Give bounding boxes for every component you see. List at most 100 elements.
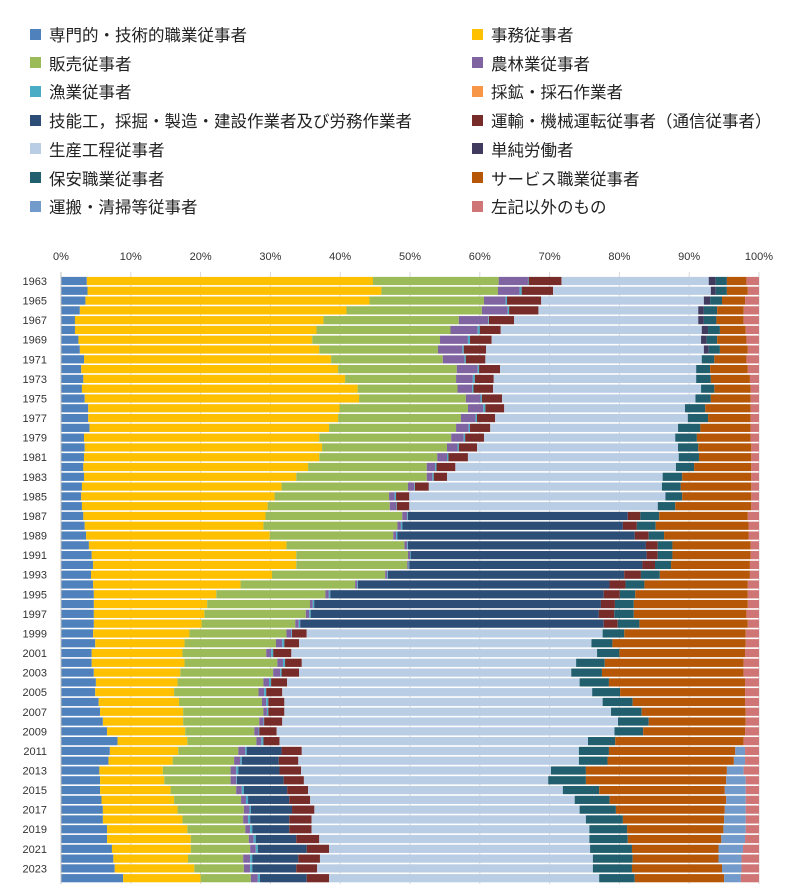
bar-segment (397, 531, 635, 540)
bar-segment (250, 864, 253, 873)
bar-segment (657, 551, 673, 560)
bar-segment (177, 678, 264, 687)
bar-segment (672, 541, 751, 550)
x-tick-label: 30% (259, 251, 281, 263)
bar-segment (410, 551, 411, 560)
bar-segment (507, 306, 510, 315)
bar-segment (648, 717, 746, 726)
bar-segment (611, 707, 642, 716)
y-tick-label: 1981 (23, 452, 47, 464)
bar-segment (314, 805, 580, 814)
bar-segment (703, 306, 718, 315)
bar-segment (245, 825, 251, 834)
legend-swatch (30, 28, 41, 40)
legend-label: 生産工程従事者 (49, 140, 165, 160)
bar-segment (93, 560, 297, 570)
bar-segment (385, 570, 388, 579)
bar-segment (61, 551, 92, 560)
bar-segment (84, 433, 320, 442)
bar-segment (722, 864, 742, 873)
bar-segment (91, 648, 183, 658)
bar-segment (389, 492, 395, 501)
bar-segment (745, 815, 759, 824)
bar-segment (257, 844, 307, 853)
legend-swatch (30, 114, 41, 126)
y-tick-label: 1973 (23, 374, 47, 386)
bar-segment (607, 756, 734, 765)
bar-segment (61, 296, 86, 305)
bar-segment (743, 737, 759, 746)
legend-label: 漁業従事者 (49, 83, 132, 103)
bar-segment (61, 874, 124, 883)
bar-segment (61, 795, 102, 804)
bar-segment (589, 825, 628, 834)
bar-segment (338, 413, 461, 423)
bar-segment (74, 316, 324, 325)
bar-segment (698, 306, 704, 315)
bar-segment (599, 874, 635, 883)
bar-segment (622, 521, 637, 530)
bar-segment (407, 541, 408, 550)
legend-item: 販売従事者 (30, 51, 132, 75)
bar-segment (84, 453, 320, 462)
bar-segment (708, 276, 716, 286)
bar-segment (548, 776, 586, 785)
bar-segment (200, 874, 251, 883)
y-tick-label: 1983 (23, 472, 47, 484)
bar-segment (571, 668, 602, 677)
bar-segment (622, 815, 725, 824)
y-tick-label: 1999 (23, 628, 47, 640)
bar-segment (661, 482, 681, 491)
y-tick-label: 2023 (23, 863, 47, 875)
bar-segment (250, 874, 258, 883)
bar-segment (174, 688, 259, 697)
bar-segment (715, 286, 727, 295)
bar-segment (238, 766, 280, 775)
bar-segment (83, 462, 309, 472)
bar-segment (745, 795, 759, 804)
bar-segment (598, 609, 615, 618)
bar-segment (61, 599, 94, 609)
legend-item: 技能工，採掘・製造・建設作業者及び労務作業者 (30, 108, 412, 132)
bar-segment (696, 365, 711, 374)
x-tick-label: 20% (190, 251, 212, 263)
bar-segment (298, 854, 320, 863)
bar-segment (465, 433, 484, 442)
legend-label: 事務従事者 (491, 26, 574, 45)
bar-segment (442, 355, 465, 364)
bar-segment (604, 658, 744, 667)
y-tick-label: 2019 (23, 824, 47, 836)
bar-segment (61, 560, 94, 570)
bar-segment (553, 286, 711, 295)
bar-segment (735, 746, 746, 756)
bar-segment (296, 560, 408, 570)
bar-segment (396, 502, 410, 511)
bar-segment (252, 825, 290, 834)
bar-segment (475, 413, 478, 423)
bar-segment (61, 492, 82, 501)
bar-segment (481, 394, 503, 403)
bar-segment (599, 785, 725, 795)
bar-segment (456, 423, 469, 432)
bar-segment (296, 834, 320, 844)
bar-segment (61, 374, 84, 383)
x-tick-label: 40% (329, 251, 351, 263)
bar-segment (585, 776, 727, 785)
bar-segment (654, 560, 672, 570)
bar-segment (463, 433, 466, 442)
bar-segment (446, 472, 663, 481)
bar-segment (627, 834, 722, 844)
bar-segment (592, 688, 621, 697)
bar-segment (743, 668, 759, 677)
bar-segment (114, 864, 195, 873)
bar-segment (282, 688, 593, 697)
bar-segment (281, 482, 408, 491)
bar-segment (585, 815, 623, 824)
bar-segment (91, 551, 297, 560)
legend-label: 採鉱・採石作業者 (491, 83, 623, 103)
bar-segment (330, 590, 604, 599)
bar-segment (634, 874, 725, 883)
bar-segment (61, 776, 101, 785)
bar-segment (357, 384, 458, 393)
bar-segment (726, 776, 746, 785)
